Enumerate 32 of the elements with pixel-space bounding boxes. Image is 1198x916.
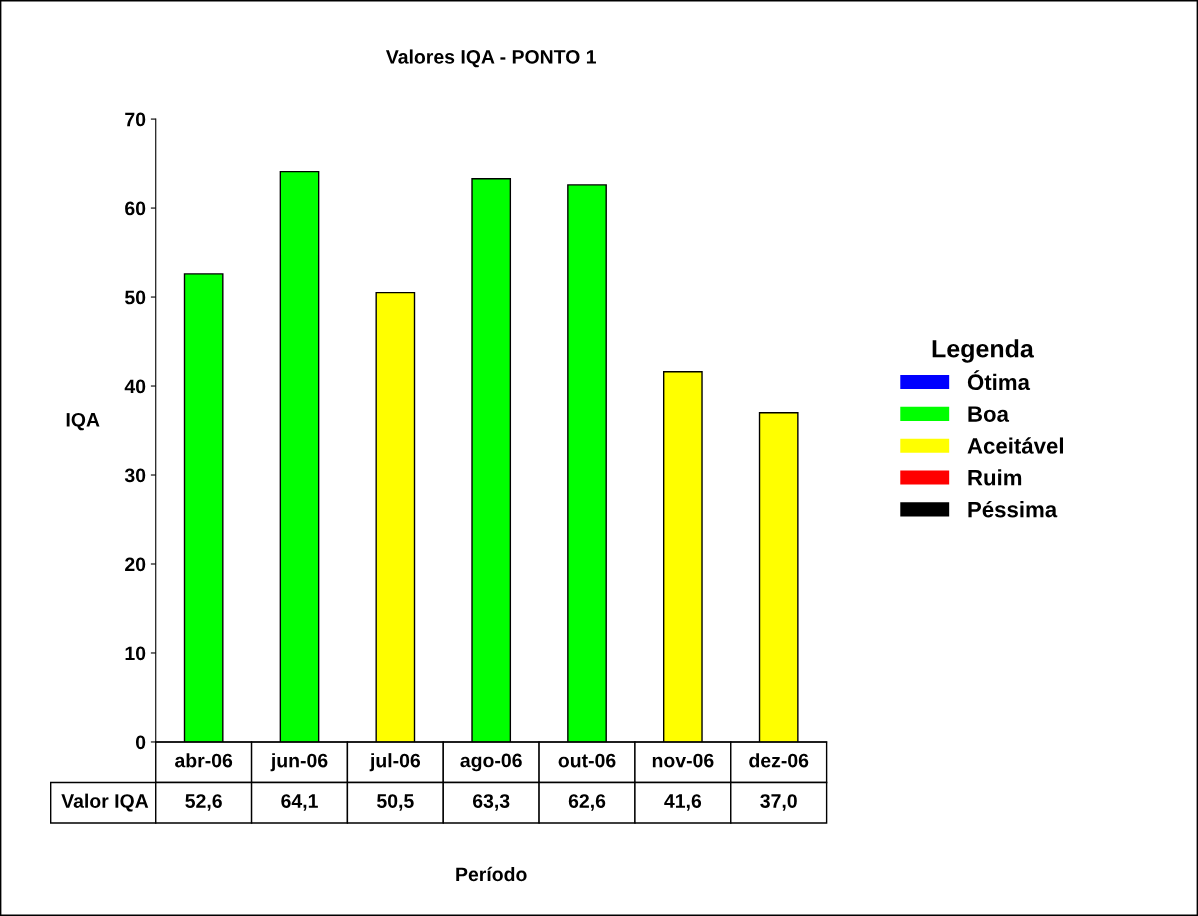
data-label: 63,3 xyxy=(472,794,510,811)
data-label: 37,0 xyxy=(760,794,797,811)
y-tick-label: 70 xyxy=(125,112,146,127)
legend-title: Legenda xyxy=(932,339,1034,363)
y-tick-label: 60 xyxy=(125,201,146,216)
legend-label: Ótima xyxy=(967,370,1031,391)
y-tick-label: 20 xyxy=(125,557,146,572)
y-axis-title: IQA xyxy=(66,412,100,431)
data-label: 52,6 xyxy=(185,794,222,811)
data-label: 50,5 xyxy=(377,794,414,811)
legend-label: Ruim xyxy=(968,469,1022,486)
x-tick-label: ago-06 xyxy=(460,753,522,772)
x-tick-label: dez-06 xyxy=(749,753,809,768)
y-tick-label: 50 xyxy=(124,290,146,305)
x-tick-label: jul-06 xyxy=(369,753,421,772)
y-tick-label: 40 xyxy=(124,379,146,394)
x-tick-label: nov-06 xyxy=(652,753,714,768)
text: Valor IQA xyxy=(61,793,149,812)
y-tick-label: 10 xyxy=(125,646,146,661)
x-axis-title: Período xyxy=(456,866,527,882)
legend-label: Aceitável xyxy=(967,437,1063,454)
data-label: 41,6 xyxy=(664,794,702,811)
data-label: 62,6 xyxy=(568,794,606,811)
x-tick-label: jun-06 xyxy=(270,753,328,772)
data-label: 64,1 xyxy=(281,794,318,811)
y-tick-label: 0 xyxy=(135,735,146,750)
y-tick-label: 30 xyxy=(124,468,146,483)
legend-label: Boa xyxy=(968,406,1010,422)
legend-label: Péssima xyxy=(968,500,1058,518)
x-tick-label: abr-06 xyxy=(175,753,233,768)
chart-title: Valores IQA - PONTO 1 xyxy=(385,49,596,68)
x-tick-label: out-06 xyxy=(558,753,616,768)
